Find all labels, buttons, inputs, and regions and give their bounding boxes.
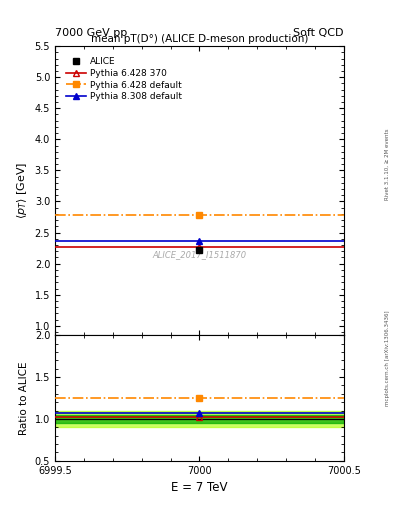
Text: Rivet 3.1.10, ≥ 2M events: Rivet 3.1.10, ≥ 2M events <box>385 128 390 200</box>
Title: mean pT(D°) (ALICE D-meson production): mean pT(D°) (ALICE D-meson production) <box>91 34 308 44</box>
Bar <box>55 415 344 423</box>
Legend: ALICE, Pythia 6.428 370, Pythia 6.428 default, Pythia 8.308 default: ALICE, Pythia 6.428 370, Pythia 6.428 de… <box>62 53 185 105</box>
Text: ALICE_2017_I1511870: ALICE_2017_I1511870 <box>152 250 246 259</box>
Bar <box>55 411 344 428</box>
Text: Soft QCD: Soft QCD <box>294 28 344 38</box>
X-axis label: E = 7 TeV: E = 7 TeV <box>171 481 228 494</box>
Y-axis label: Ratio to ALICE: Ratio to ALICE <box>19 361 29 435</box>
Text: 7000 GeV pp: 7000 GeV pp <box>55 28 127 38</box>
Y-axis label: $\langle p_T \rangle$ [GeV]: $\langle p_T \rangle$ [GeV] <box>15 162 29 219</box>
Text: mcplots.cern.ch [arXiv:1306.3436]: mcplots.cern.ch [arXiv:1306.3436] <box>385 311 390 406</box>
